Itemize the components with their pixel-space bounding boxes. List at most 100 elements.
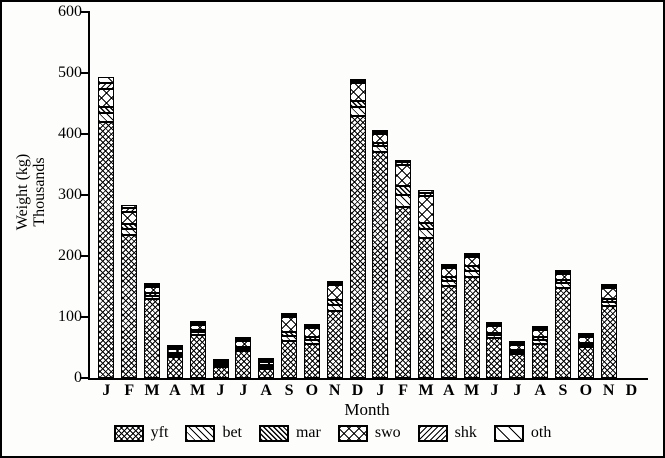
legend-label-bet: bet — [222, 424, 242, 441]
x-tick-label-6-J: J — [216, 382, 225, 399]
bar-slot-1-J — [95, 12, 118, 378]
bar-slot-18-J — [483, 12, 506, 378]
stacked-bar-18 — [486, 322, 503, 378]
segment-bet — [144, 296, 161, 299]
bar-slot-4-A — [163, 12, 186, 378]
y-tick-500 — [80, 72, 90, 74]
stacked-bar-7 — [235, 337, 252, 378]
x-tick-label-7-J: J — [239, 382, 248, 399]
legend-item-swo: swo — [337, 424, 401, 442]
x-tick-label-19-J: J — [513, 382, 522, 399]
legend-swatch-yft — [113, 424, 144, 442]
stacked-bar-6 — [212, 359, 229, 378]
y-axis-title-line1: Weight (kg) — [14, 153, 31, 231]
segment-oth — [532, 326, 549, 328]
segment-bet — [166, 355, 183, 357]
segment-yft — [577, 347, 594, 378]
segment-oth — [303, 324, 320, 326]
segment-oth — [440, 264, 457, 266]
bar-slot-6-J — [209, 12, 232, 378]
segment-bet — [440, 281, 457, 286]
segment-yft — [463, 277, 480, 378]
x-tick-label-14-F: F — [398, 382, 409, 399]
segment-swo — [440, 268, 457, 277]
segment-swo — [600, 288, 617, 299]
segment-oth — [418, 190, 434, 193]
bar-slot-22-O — [574, 12, 597, 378]
segment-shk — [554, 272, 571, 274]
legend-item-mar: mar — [258, 424, 321, 442]
bar-slot-19-J — [506, 12, 529, 378]
x-tick-label-4-A: A — [169, 382, 181, 399]
y-tick-label-600: 600 — [58, 3, 82, 20]
x-tick-label-11-N: N — [328, 382, 341, 399]
legend-label-yft: yft — [150, 424, 169, 441]
x-tick-label-10-O: O — [305, 382, 319, 399]
plot-area — [80, 11, 648, 380]
segment-yft — [326, 311, 343, 378]
segment-mar — [212, 363, 229, 365]
legend-item-shk: shk — [417, 424, 477, 442]
x-tick-label-21-S: S — [558, 382, 568, 399]
segment-bet — [554, 283, 571, 288]
x-tick-label-24-D: D — [625, 382, 638, 399]
stacked-bar-20 — [532, 326, 549, 378]
legend-item-bet: bet — [185, 424, 242, 442]
segment-bet — [486, 335, 503, 338]
segment-swo — [258, 362, 275, 365]
x-tick-label-22-O: O — [579, 382, 593, 399]
segment-mar — [166, 353, 183, 355]
x-tick-label-23-N: N — [602, 382, 615, 399]
segment-yft — [349, 116, 366, 378]
stacked-bar-13 — [372, 130, 389, 378]
segment-yft — [486, 338, 503, 378]
segment-bet — [349, 107, 366, 116]
segment-bet — [189, 332, 206, 335]
stacked-bar-23 — [600, 284, 617, 378]
x-axis-title: Month — [344, 400, 390, 419]
segment-mar — [144, 293, 161, 296]
segment-shk — [372, 132, 389, 134]
legend-swatch-shk — [417, 424, 448, 442]
stacked-bar-8 — [258, 358, 275, 378]
segment-swo — [326, 285, 343, 300]
segment-mar — [418, 223, 434, 229]
bar-slot-15-M — [415, 12, 438, 378]
stacked-bar-17 — [463, 253, 480, 378]
segment-swo — [486, 326, 503, 333]
segment-bet — [463, 271, 480, 277]
segment-yft — [212, 367, 229, 378]
segment-oth — [281, 313, 298, 315]
segment-oth — [258, 358, 275, 360]
segment-shk — [349, 81, 366, 83]
legend-swatch-bet — [185, 424, 216, 442]
stacked-bar-10 — [303, 324, 320, 378]
segment-bet — [372, 146, 389, 152]
segment-oth — [463, 253, 480, 255]
bar-slot-8-A — [255, 12, 278, 378]
segment-oth — [600, 284, 617, 286]
segment-swo — [98, 89, 115, 107]
bar-slot-10-O — [300, 12, 323, 378]
bar-slot-20-A — [529, 12, 552, 378]
segment-mar — [440, 277, 457, 281]
segment-oth — [577, 333, 594, 335]
bar-slot-17-M — [460, 12, 483, 378]
stacked-bar-4 — [166, 345, 183, 378]
segment-oth — [372, 130, 389, 132]
segment-oth — [486, 322, 503, 324]
segment-bet — [395, 195, 412, 207]
segment-mar — [121, 224, 138, 229]
segment-shk — [532, 328, 549, 330]
segment-bet — [600, 302, 617, 306]
segment-shk — [577, 335, 594, 337]
segment-oth — [121, 205, 138, 208]
y-tick-label-200: 200 — [58, 247, 82, 265]
segment-swo — [349, 83, 366, 101]
segment-shk — [189, 323, 206, 325]
segment-shk — [121, 208, 138, 212]
x-tick-label-2-F: F — [124, 382, 135, 399]
segment-swo — [281, 317, 298, 332]
bar-slot-2-F — [118, 12, 141, 378]
segment-mar — [600, 299, 617, 302]
